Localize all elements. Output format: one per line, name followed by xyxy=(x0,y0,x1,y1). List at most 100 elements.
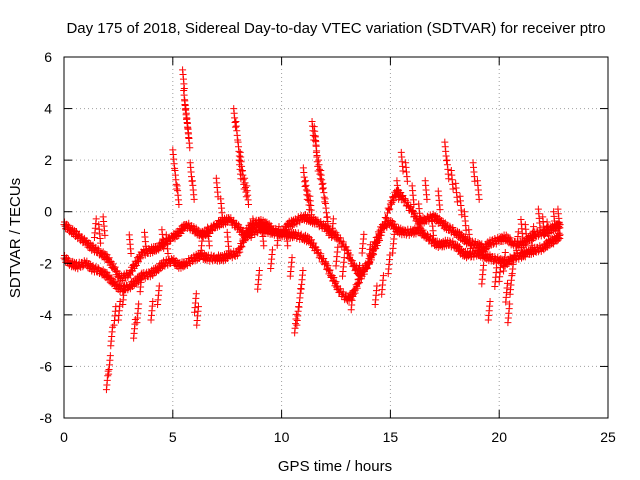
data-point xyxy=(120,282,128,290)
data-point xyxy=(410,200,418,208)
x-tick-label: 25 xyxy=(600,429,616,445)
y-tick-label: 0 xyxy=(44,204,52,220)
data-point xyxy=(160,244,168,252)
data-point xyxy=(77,233,85,241)
data-point xyxy=(323,213,331,221)
data-point xyxy=(304,232,312,240)
data-point xyxy=(497,259,505,267)
data-point xyxy=(279,230,287,238)
data-point xyxy=(372,245,380,253)
data-point xyxy=(136,255,144,263)
data-point xyxy=(339,288,347,296)
y-tick-label: 2 xyxy=(44,152,52,168)
axis-ticks: 0 5 10 15 20 25 -8 -6 -4 -2 0 2 4 6 xyxy=(40,49,616,445)
data-point xyxy=(284,242,292,250)
data-point xyxy=(360,230,368,238)
data-point xyxy=(383,209,391,217)
data-point xyxy=(382,214,390,222)
data-point xyxy=(81,237,89,245)
data-point xyxy=(503,279,511,287)
data-point xyxy=(236,244,244,252)
data-point xyxy=(149,297,157,305)
data-point xyxy=(324,262,332,270)
data-point xyxy=(238,167,246,175)
data-point xyxy=(116,297,124,305)
data-point xyxy=(322,260,330,268)
data-point xyxy=(523,239,531,247)
data-point xyxy=(501,248,509,256)
data-point xyxy=(114,273,122,281)
data-point xyxy=(339,238,347,246)
data-point xyxy=(249,215,257,223)
data-point xyxy=(390,197,398,205)
data-point xyxy=(416,219,424,227)
data-point xyxy=(109,323,117,331)
data-point xyxy=(399,167,407,175)
y-tick-label: -2 xyxy=(40,255,53,271)
data-point xyxy=(255,267,263,275)
data-point xyxy=(173,232,181,240)
data-point xyxy=(514,228,522,236)
data-point xyxy=(349,287,357,295)
data-point xyxy=(330,273,338,281)
data-point xyxy=(205,242,213,250)
data-point xyxy=(237,242,245,250)
data-point xyxy=(275,223,283,231)
data-point xyxy=(137,253,145,261)
data-point xyxy=(314,167,322,175)
data-point xyxy=(395,195,403,203)
data-point xyxy=(104,367,112,375)
data-point xyxy=(112,303,120,311)
y-tick-label: -6 xyxy=(40,358,53,374)
data-point xyxy=(556,224,564,232)
data-point xyxy=(303,195,311,203)
data-point xyxy=(238,243,246,251)
data-point xyxy=(234,136,242,144)
data-point xyxy=(325,267,333,275)
data-point xyxy=(486,297,494,305)
x-tick-label: 10 xyxy=(274,429,290,445)
data-point xyxy=(79,263,87,271)
x-tick-label: 5 xyxy=(169,429,177,445)
data-point xyxy=(317,250,325,258)
data-point xyxy=(403,177,411,185)
data-point xyxy=(288,222,296,230)
data-point xyxy=(260,242,268,250)
data-point xyxy=(401,195,409,203)
data-point xyxy=(360,268,368,276)
data-point xyxy=(305,206,313,214)
data-point xyxy=(304,212,312,220)
data-point xyxy=(201,256,209,264)
data-point xyxy=(164,249,172,257)
data-point xyxy=(445,175,453,183)
data-point xyxy=(142,247,150,255)
data-point xyxy=(314,246,322,254)
data-point xyxy=(348,257,356,265)
data-point xyxy=(381,220,389,228)
data-point xyxy=(342,243,350,251)
data-point xyxy=(178,225,186,233)
data-point xyxy=(321,198,329,206)
data-point xyxy=(292,310,300,318)
data-point xyxy=(373,282,381,290)
data-point xyxy=(329,215,337,223)
data-point xyxy=(240,185,248,193)
data-point xyxy=(506,234,514,242)
data-point xyxy=(521,253,529,261)
data-point xyxy=(111,263,119,271)
data-point xyxy=(326,266,334,274)
data-point xyxy=(295,303,303,311)
data-point xyxy=(449,185,457,193)
data-point xyxy=(391,220,399,228)
data-point xyxy=(297,285,305,293)
data-point xyxy=(383,215,391,223)
data-point xyxy=(299,267,307,275)
data-point xyxy=(336,285,344,293)
data-point xyxy=(347,256,355,264)
data-point xyxy=(443,157,451,165)
data-points xyxy=(60,66,564,394)
data-point xyxy=(242,193,250,201)
data-point xyxy=(91,244,99,252)
data-point xyxy=(188,177,196,185)
data-point xyxy=(268,246,276,254)
